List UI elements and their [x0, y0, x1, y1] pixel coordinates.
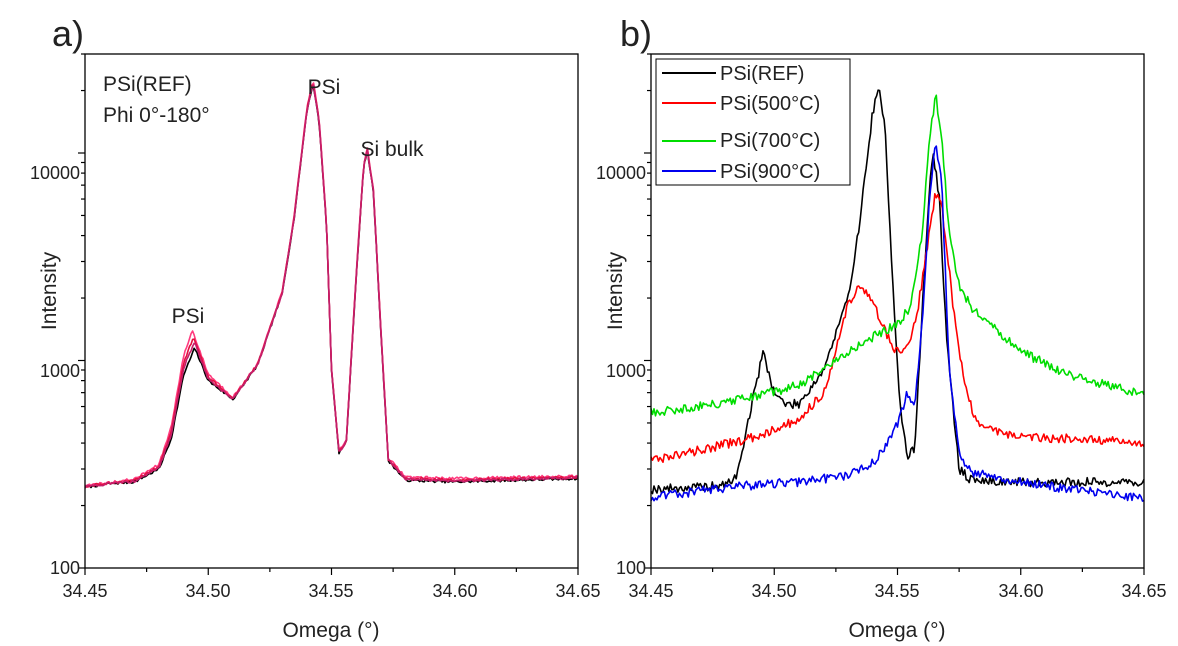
panel-a-xtick-label: 34.65 [555, 581, 600, 601]
panel-a-xtick-label: 34.50 [185, 581, 230, 601]
panel-a-series-line [84, 84, 579, 488]
annotation-psi-peak-small: PSi [172, 305, 205, 328]
panel-b-series-line [650, 145, 1145, 502]
panel-b-ticks [644, 53, 1145, 575]
legend-entry: PSi(500°C) [662, 93, 820, 115]
panel-b-x-axis-title: Omega (°) [848, 619, 945, 642]
panel-b-xtick-label: 34.65 [1121, 581, 1166, 601]
legend-entry: PSi(900°C) [662, 161, 820, 183]
panel-a-ytick-labels: 100 1000 10000 [30, 163, 80, 578]
panel-b-xtick-label: 34.45 [628, 581, 673, 601]
annotation-phi-range: Phi 0°-180° [103, 104, 210, 127]
panel-a-xtick-label: 34.45 [62, 581, 107, 601]
panel-b-xtick-label: 34.55 [874, 581, 919, 601]
panel-b-xtick-label: 34.50 [751, 581, 796, 601]
panel-a-series-line [84, 84, 579, 489]
panel-b-series-layer [650, 89, 1145, 502]
panel-b-ytick-label: 1000 [606, 361, 646, 381]
panel-a-series-line [85, 82, 579, 487]
panel-b-y-axis-title: Intensity [604, 251, 627, 330]
panel-a-series-line [84, 87, 579, 489]
panel-b-ytick-label: 10000 [596, 163, 646, 183]
panel-b-series-line [650, 89, 1145, 495]
panel-a-ticks [78, 53, 579, 575]
panel-a-x-axis-title: Omega (°) [282, 619, 379, 642]
legend-label: PSi(700°C) [720, 130, 820, 152]
panel-b-xtick-label: 34.60 [998, 581, 1043, 601]
panel-a-xtick-labels: 34.45 34.50 34.55 34.60 34.65 [62, 581, 600, 601]
panel-b: b) 100 1000 10000 34.45 34.50 34.55 34.6… [596, 13, 1167, 642]
panel-a-annotations: PSi(REF) Phi 0°-180° PSi PSi Si bulk [103, 73, 424, 328]
panel-b-ytick-label: 100 [616, 558, 646, 578]
panel-b-series-line [650, 94, 1145, 417]
legend-box [655, 58, 851, 186]
panel-a: a) 100 1000 10000 34.45 34.50 34.55 34.6… [30, 13, 601, 642]
legend-label: PSi(REF) [720, 63, 804, 85]
legend-entry: PSi(REF) [662, 63, 804, 85]
panel-a-label: a) [52, 13, 84, 54]
panel-a-xtick-label: 34.60 [432, 581, 477, 601]
panel-b-legend: PSi(REF) PSi(500°C) PSi(700°C) PSi(900°C… [655, 58, 851, 186]
panel-b-ytick-labels: 100 1000 10000 [596, 163, 646, 578]
panel-a-ytick-label: 1000 [40, 361, 80, 381]
panel-b-label: b) [620, 13, 652, 54]
panel-b-xtick-labels: 34.45 34.50 34.55 34.60 34.65 [628, 581, 1166, 601]
annotation-si-bulk: Si bulk [360, 138, 424, 161]
legend-label: PSi(900°C) [720, 161, 820, 183]
panel-a-ytick-label: 10000 [30, 163, 80, 183]
panel-a-xtick-label: 34.55 [308, 581, 353, 601]
annotation-psi-peak-main: PSi [308, 76, 341, 99]
legend-entry: PSi(700°C) [662, 130, 820, 152]
panel-b-series-line [650, 193, 1145, 463]
legend-label: PSi(500°C) [720, 93, 820, 115]
panel-a-y-axis-title: Intensity [38, 251, 61, 330]
annotation-psi-ref: PSi(REF) [103, 73, 192, 96]
panel-a-series-layer [84, 82, 579, 489]
panel-a-frame [84, 53, 579, 569]
panel-a-ytick-label: 100 [50, 558, 80, 578]
